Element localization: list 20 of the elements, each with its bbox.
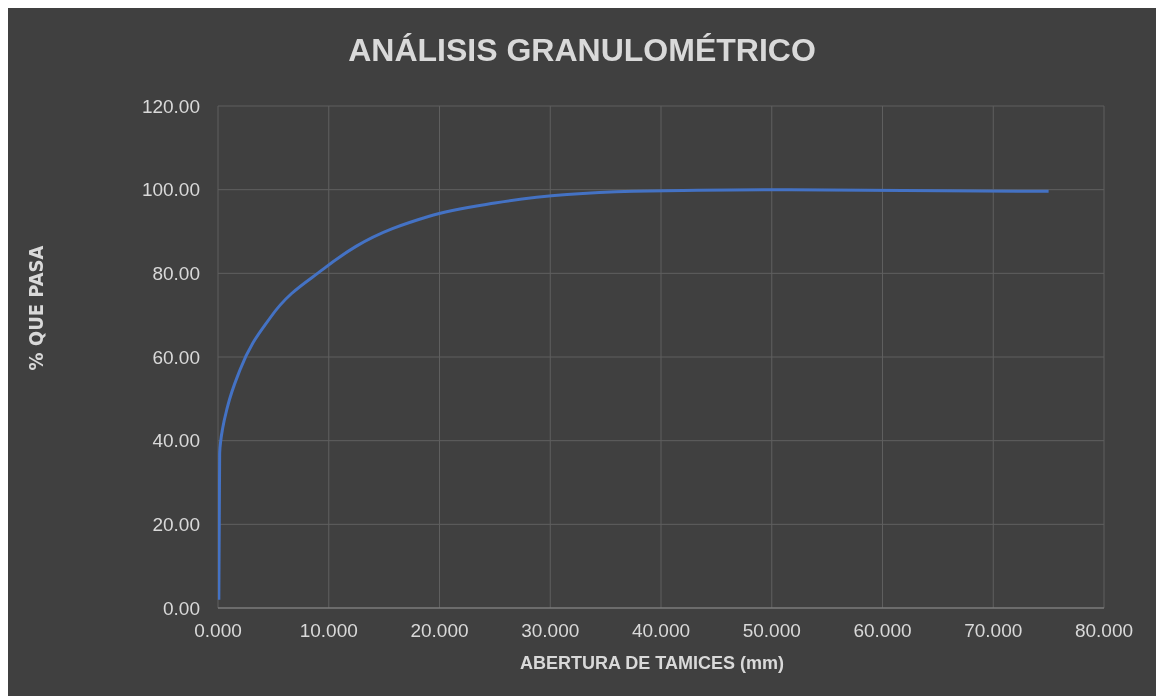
line-series [218,188,1051,602]
y-axis-title: % QUE PASA [24,245,48,371]
x-tick-label: 70.000 [964,620,1023,642]
x-tick-label: 30.000 [521,620,580,642]
y-tick-label: 20.00 [152,514,200,536]
y-tick-label: 0.00 [163,597,200,619]
y-tick-label: 100.00 [141,179,200,201]
x-axis-title: ABERTURA DE TAMICES (mm) [519,653,785,674]
x-tick-label: 20.000 [410,620,469,642]
x-tick-label: 50.000 [742,620,801,642]
x-tick-label: 60.000 [853,620,912,642]
x-tick-label: 0.000 [194,620,242,642]
x-tick-label: 10.000 [299,620,358,642]
y-tick-label: 120.00 [141,95,200,117]
y-tick-label: 40.00 [152,430,200,452]
y-tick-label: 80.00 [152,263,200,285]
x-tick-label: 80.000 [1074,620,1134,642]
chart-title: ANÁLISIS GRANULOMÉTRICO [347,32,817,69]
x-tick-label: 40.000 [631,620,691,642]
y-tick-label: 60.00 [152,346,200,368]
